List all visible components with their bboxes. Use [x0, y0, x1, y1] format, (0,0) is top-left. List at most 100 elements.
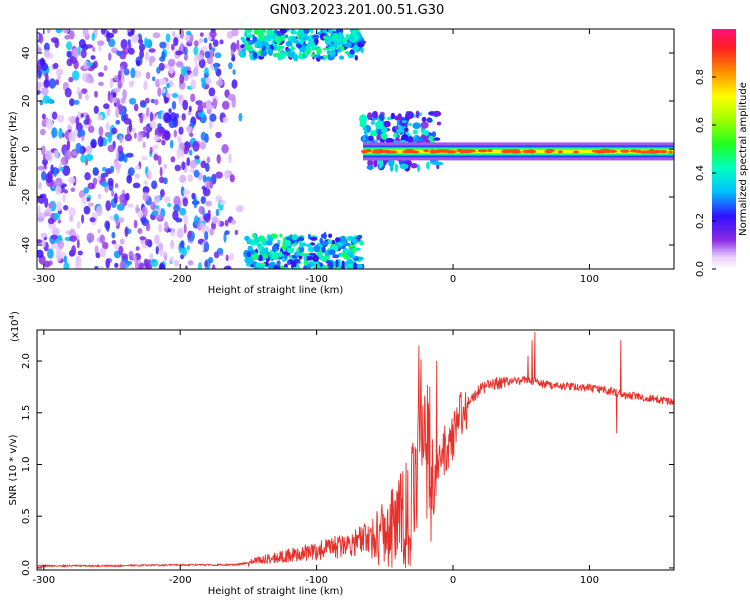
heatmap-cell — [66, 50, 72, 58]
heatmap-cell — [335, 41, 343, 46]
heatmap-cell — [100, 181, 109, 187]
heatmap-cell — [509, 149, 521, 153]
heatmap-cell — [132, 182, 141, 189]
heatmap-marks — [37, 29, 674, 269]
heatmap-cell — [118, 217, 125, 224]
heatmap-cell — [99, 234, 106, 244]
heatmap-cell — [634, 149, 643, 153]
y-tick-label: 40 — [21, 47, 32, 60]
x-tick-label: 0 — [450, 575, 456, 586]
heatmap-cell — [98, 265, 104, 269]
heatmap-cell — [165, 33, 171, 43]
heatmap-cell — [407, 136, 414, 144]
heatmap-cell — [370, 121, 376, 125]
heatmap-cell — [317, 55, 325, 60]
heatmap-cell — [399, 163, 409, 170]
heatmap-cell — [279, 29, 288, 34]
heatmap-cell — [268, 48, 273, 56]
heatmap-cell — [253, 29, 260, 35]
heatmap-cell — [381, 125, 388, 134]
heatmap-cell — [200, 131, 207, 141]
heatmap-cell — [267, 34, 272, 42]
heatmap-cell — [206, 56, 213, 65]
heatmap-cell — [456, 148, 464, 153]
heatmap-cell — [261, 247, 267, 255]
heatmap-cell — [59, 166, 64, 172]
heatmap-cell — [209, 113, 217, 122]
heatmap-cell — [176, 147, 182, 159]
heatmap-cell — [106, 31, 111, 42]
heatmap-cell — [105, 200, 111, 212]
heatmap-cell — [309, 34, 313, 41]
heatmap-cell — [336, 32, 344, 40]
heatmap-cell — [130, 67, 136, 79]
heatmap-cell — [58, 127, 63, 139]
heatmap-cell — [180, 65, 187, 77]
heatmap-cell — [38, 195, 45, 204]
heatmap-cell — [404, 127, 409, 132]
heatmap-cell — [119, 238, 125, 245]
heatmap-cell — [345, 33, 350, 40]
heatmap-cell — [90, 140, 97, 149]
heatmap-cell — [157, 87, 162, 97]
heatmap-cell — [245, 34, 254, 38]
heatmap-cell — [135, 204, 140, 215]
heatmap-cell — [248, 46, 254, 52]
heatmap-cell — [110, 165, 115, 173]
heatmap-cell — [176, 227, 184, 239]
heatmap-cell — [173, 259, 180, 267]
heatmap-cell — [98, 126, 104, 137]
heatmap-cell — [188, 105, 192, 113]
heatmap-cell — [487, 148, 493, 153]
heatmap-cell — [334, 237, 341, 243]
heatmap-cell — [286, 260, 291, 266]
heatmap-cell — [94, 90, 98, 98]
heatmap-cell — [146, 130, 150, 139]
heatmap-cell — [68, 30, 75, 40]
heatmap-cell — [189, 132, 194, 137]
heatmap-cell — [69, 215, 74, 222]
heatmap-cell — [316, 47, 322, 55]
heatmap-cell — [57, 219, 62, 224]
heatmap-cell — [366, 164, 374, 170]
heatmap-cell — [263, 253, 269, 259]
heatmap-cell — [335, 259, 339, 268]
heatmap-cell — [43, 212, 52, 217]
heatmap-cell — [244, 29, 253, 34]
heatmap-cell — [114, 183, 119, 189]
heatmap-cell — [105, 258, 110, 269]
heatmap-cell — [191, 192, 196, 200]
heatmap-cell — [116, 203, 125, 211]
heatmap-cell — [278, 251, 283, 258]
heatmap-cell — [273, 45, 278, 51]
heatmap-cell — [208, 42, 212, 51]
heatmap-cell — [265, 240, 273, 246]
heatmap-cell — [105, 221, 110, 232]
heatmap-cell — [170, 156, 176, 163]
heatmap-cell — [477, 149, 488, 153]
heatmap-cell — [137, 210, 144, 219]
heatmap-cell — [178, 126, 184, 135]
heatmap-cell — [363, 130, 368, 135]
heatmap-cell — [109, 77, 114, 89]
heatmap-cell — [144, 38, 153, 49]
heatmap-cell — [107, 132, 113, 143]
heatmap-cell — [415, 110, 420, 119]
heatmap-cell — [182, 215, 189, 223]
heatmap-cell — [323, 55, 329, 59]
heatmap-cell — [48, 78, 57, 89]
heatmap-cell — [57, 114, 65, 123]
heatmap-cell — [408, 122, 412, 127]
snr-x-label: Height of straight line (km) — [208, 586, 344, 597]
heatmap-cell — [201, 224, 210, 235]
heatmap-cell — [51, 127, 58, 138]
heatmap-cell — [55, 79, 60, 86]
heatmap-cell — [178, 142, 185, 152]
heatmap-cell — [395, 137, 400, 142]
heatmap-cell — [195, 54, 204, 61]
heatmap-cell — [303, 260, 309, 266]
heatmap-cell — [187, 230, 192, 239]
heatmap-cell — [62, 194, 66, 203]
